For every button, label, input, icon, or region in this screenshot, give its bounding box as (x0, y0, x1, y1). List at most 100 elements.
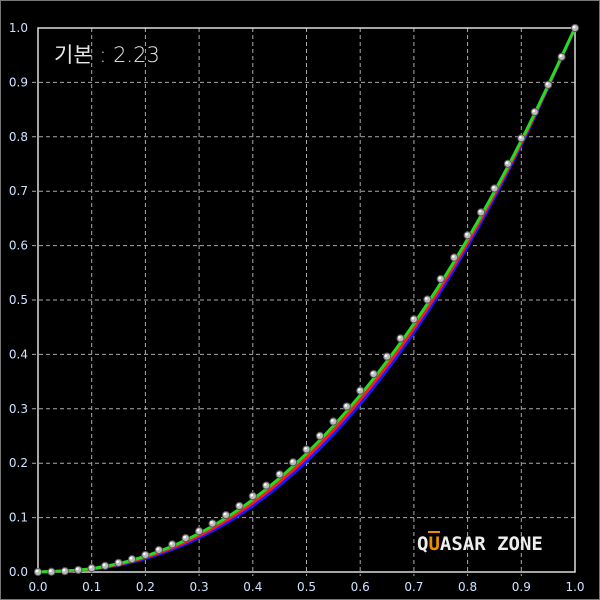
reference-point (544, 80, 553, 89)
x-tick-label: 1.0 (565, 580, 584, 594)
reference-point (181, 534, 190, 543)
y-tick-label: 0.0 (9, 565, 28, 579)
reference-point (87, 564, 96, 573)
reference-point (315, 431, 325, 440)
reference-point (557, 52, 566, 61)
quasarzone-watermark: QUASAR ZONE (417, 531, 543, 555)
reference-point (275, 470, 284, 479)
reference-point-highlight (143, 552, 146, 556)
reference-point (396, 334, 405, 343)
reference-point (356, 386, 365, 395)
reference-point-highlight (545, 82, 549, 86)
reference-point-highlight (425, 297, 428, 300)
reference-point (369, 369, 378, 379)
reference-point-highlight (532, 109, 536, 113)
reference-point (101, 561, 110, 570)
y-tick-label: 0.7 (9, 184, 28, 198)
reference-point (33, 567, 43, 577)
reference-point (476, 208, 486, 217)
reference-point (409, 315, 418, 324)
x-tick-label: 0.6 (351, 580, 370, 594)
reference-point-highlight (519, 136, 522, 139)
reference-point-highlight (572, 25, 576, 29)
logo-accent: U (428, 531, 440, 555)
reference-point-highlight (344, 404, 348, 407)
x-tick-label: 0.0 (28, 580, 47, 594)
y-tick-label: 0.9 (9, 75, 28, 89)
reference-point-highlight (223, 512, 227, 516)
reference-point (490, 184, 499, 193)
logo-text: ASAR ZONE (439, 533, 543, 555)
reference-point-highlight (237, 503, 240, 507)
y-tick-label: 0.8 (9, 130, 28, 144)
reference-point (262, 481, 271, 490)
chart-title: 기본 : 2.23 (54, 43, 160, 67)
reference-point (195, 527, 204, 536)
reference-point (382, 352, 392, 361)
reference-point-highlight (465, 232, 468, 236)
reference-point-highlight (263, 483, 267, 486)
reference-point-highlight (210, 521, 213, 524)
reference-point (221, 510, 231, 520)
reference-point-highlight (478, 210, 482, 213)
x-tick-label: 0.3 (190, 580, 209, 594)
reference-point-highlight (169, 542, 173, 545)
reference-point (141, 550, 150, 560)
logo-text: Q (417, 533, 429, 555)
plot-frame (37, 27, 576, 573)
y-tick-label: 0.1 (9, 511, 28, 525)
reference-point (570, 23, 580, 33)
reference-point-highlight (505, 161, 509, 165)
reference-point-highlight (438, 276, 442, 280)
reference-point-highlight (196, 528, 200, 532)
y-tick-label: 1.0 (9, 21, 28, 35)
reference-point-highlight (398, 335, 401, 339)
reference-point-highlight (75, 567, 79, 571)
reference-point-highlight (102, 563, 106, 567)
reference-point-highlight (156, 547, 160, 551)
y-tick-label: 0.5 (9, 293, 28, 307)
x-tick-label: 0.7 (404, 580, 423, 594)
reference-point-highlight (371, 371, 374, 375)
reference-point-highlight (49, 569, 52, 573)
x-tick-label: 0.8 (458, 580, 477, 594)
y-tick-label: 0.2 (9, 456, 28, 470)
reference-point (342, 402, 351, 411)
reference-point (248, 492, 257, 501)
reference-point-highlight (304, 447, 307, 450)
reference-point (47, 567, 56, 576)
reference-point (127, 555, 137, 564)
reference-point (329, 417, 338, 426)
y-tick-label: 0.4 (9, 347, 28, 361)
reference-point-highlight (317, 433, 321, 437)
reference-point (517, 134, 526, 143)
y-tick-label: 0.6 (9, 239, 28, 253)
reference-point (530, 107, 539, 117)
x-tick-label: 0.9 (512, 580, 531, 594)
reference-point (423, 295, 432, 304)
x-tick-label: 0.2 (136, 580, 155, 594)
reference-point (503, 159, 512, 168)
reference-point-highlight (62, 568, 66, 572)
reference-point-highlight (331, 419, 334, 422)
reference-point-highlight (559, 54, 562, 58)
reference-point-highlight (411, 317, 415, 320)
reference-point (60, 567, 69, 576)
reference-point (154, 545, 163, 555)
reference-point (436, 274, 445, 284)
reference-point (302, 445, 311, 454)
reference-point-highlight (290, 459, 294, 463)
reference-point-highlight (116, 560, 119, 564)
reference-point-highlight (129, 556, 133, 560)
reference-point (114, 558, 123, 567)
reference-point-highlight (183, 535, 186, 539)
x-tick-label: 0.1 (82, 580, 101, 594)
reference-point-highlight (492, 186, 495, 189)
reference-point-highlight (89, 565, 92, 569)
reference-point (208, 519, 217, 528)
reference-point (288, 458, 298, 467)
reference-point (235, 501, 244, 511)
y-tick-label: 0.3 (9, 402, 28, 416)
